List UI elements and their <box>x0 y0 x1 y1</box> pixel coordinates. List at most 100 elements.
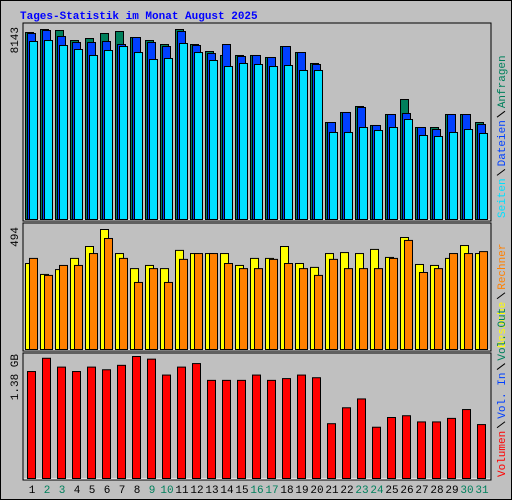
legend-label: Vol. Out <box>497 308 509 361</box>
x-tick-label: 1 <box>29 485 36 497</box>
bar <box>314 274 323 350</box>
bar <box>209 60 218 220</box>
bar <box>432 421 441 479</box>
bar <box>389 257 398 351</box>
legend-label: Volumen <box>497 431 509 477</box>
bar <box>404 239 413 350</box>
bar <box>282 378 291 479</box>
x-tick-label: 27 <box>415 485 428 497</box>
bar <box>387 417 396 479</box>
x-tick-label: 2 <box>44 485 51 497</box>
bar <box>194 52 203 221</box>
bar <box>344 268 353 350</box>
bar <box>267 379 276 479</box>
x-tick-label: 31 <box>475 485 489 497</box>
bar <box>419 135 428 221</box>
legend-label: Dateien <box>497 120 509 166</box>
bar <box>449 253 458 350</box>
bar <box>389 126 398 220</box>
x-tick-label: 9 <box>149 485 156 497</box>
bar <box>162 374 171 479</box>
y-tick-label: 8143 <box>10 27 22 53</box>
bar <box>269 258 278 350</box>
bar <box>74 264 83 350</box>
bar <box>477 424 486 479</box>
bar <box>342 407 351 479</box>
bar <box>314 69 323 221</box>
bar <box>357 398 366 479</box>
x-tick-label: 22 <box>340 485 353 497</box>
x-tick-label: 3 <box>59 485 66 497</box>
bar <box>434 136 443 220</box>
bar <box>209 253 218 350</box>
bar <box>119 257 128 351</box>
bar <box>372 426 381 480</box>
bar <box>297 374 306 479</box>
x-tick-label: 15 <box>235 485 248 497</box>
x-tick-label: 16 <box>250 485 263 497</box>
legend-label: Vol. In <box>497 373 509 419</box>
legend-label: Rechner <box>497 244 509 290</box>
bar <box>207 379 216 479</box>
bar <box>374 130 383 220</box>
legend-separator <box>496 110 506 118</box>
chart-title: Tages-Statistik im Monat August 2025 <box>20 11 258 23</box>
bar <box>42 357 51 480</box>
bar <box>102 369 111 479</box>
bar <box>74 48 83 220</box>
bar <box>269 66 278 221</box>
bar <box>179 42 188 220</box>
x-tick-label: 13 <box>205 485 218 497</box>
bar <box>312 377 321 479</box>
bar <box>464 129 473 220</box>
bar <box>177 366 186 480</box>
bar <box>119 46 128 220</box>
bar <box>464 253 473 350</box>
bar <box>462 409 471 480</box>
bar <box>149 268 158 350</box>
bar <box>254 268 263 350</box>
bar <box>359 126 368 220</box>
bar <box>434 268 443 350</box>
bar <box>374 268 383 350</box>
x-tick-label: 12 <box>190 485 203 497</box>
bar <box>192 363 201 479</box>
x-tick-label: 11 <box>175 485 189 497</box>
bar <box>164 58 173 220</box>
bar <box>89 54 98 221</box>
bar <box>29 40 38 221</box>
bar <box>149 59 158 221</box>
x-tick-label: 23 <box>355 485 368 497</box>
bar <box>284 263 293 350</box>
bar <box>402 415 411 479</box>
bar <box>29 257 38 351</box>
bar <box>344 131 353 221</box>
y-tick-label: 1.38 GB <box>10 354 22 401</box>
bar <box>44 40 53 221</box>
bar <box>299 268 308 350</box>
x-tick-label: 29 <box>445 485 458 497</box>
x-tick-label: 7 <box>119 485 126 497</box>
bar <box>239 62 248 221</box>
x-tick-label: 21 <box>325 485 339 497</box>
x-tick-label: 8 <box>134 485 141 497</box>
bar <box>224 66 233 221</box>
bar <box>419 271 428 350</box>
bar <box>222 379 231 479</box>
bar <box>164 281 173 351</box>
bar <box>359 268 368 350</box>
bar <box>117 364 126 479</box>
bar <box>417 421 426 479</box>
legend-separator <box>496 168 506 176</box>
x-tick-label: 6 <box>104 485 111 497</box>
x-tick-label: 5 <box>89 485 96 497</box>
bar <box>479 251 488 351</box>
x-tick-label: 18 <box>280 485 293 497</box>
bar <box>59 264 68 350</box>
legend-separator <box>496 421 506 429</box>
bar <box>87 366 96 480</box>
bar <box>72 371 81 480</box>
x-tick-label: 28 <box>430 485 443 497</box>
bar <box>134 281 143 351</box>
bar <box>57 366 66 480</box>
